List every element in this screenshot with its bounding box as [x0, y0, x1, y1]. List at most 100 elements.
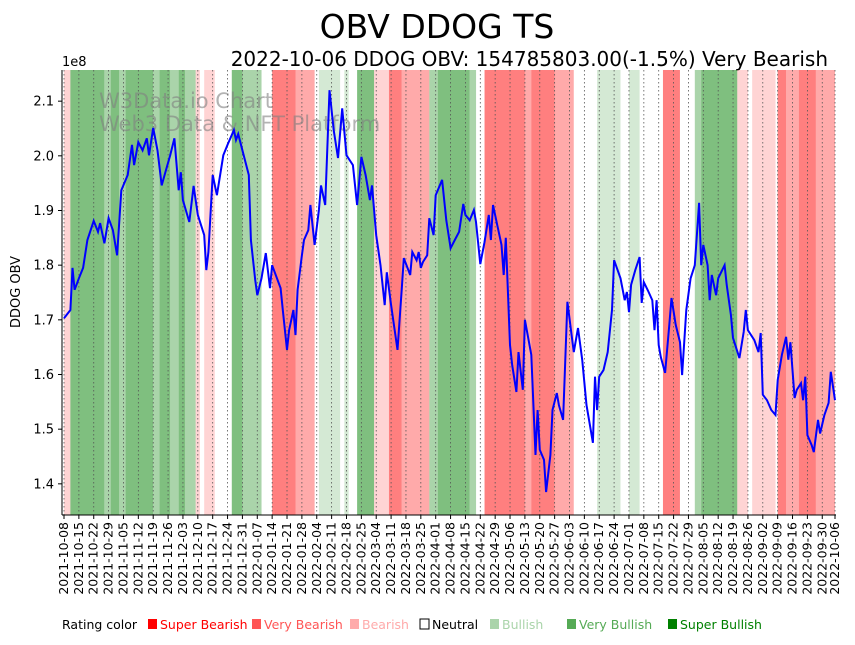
y-tick-label: 1.8	[33, 259, 54, 274]
rating-band	[318, 70, 341, 515]
x-tick-label: 2022-09-02	[755, 522, 770, 595]
rating-band	[242, 70, 262, 515]
legend-label: Bearish	[362, 617, 409, 632]
watermark-line-2: Web3 Data & NFT Platform	[99, 112, 380, 136]
legend-swatch	[252, 619, 261, 629]
x-tick-label: 2021-10-15	[71, 522, 86, 595]
rating-band	[737, 70, 748, 515]
rating-band	[694, 70, 702, 515]
x-tick-label: 2021-11-26	[160, 522, 175, 595]
rating-band	[815, 70, 835, 515]
rating-band	[554, 70, 574, 515]
rating-band	[110, 70, 120, 515]
x-tick-label: 2021-12-31	[234, 522, 249, 595]
x-tick-label: 2022-10-06	[827, 522, 842, 595]
x-tick-label: 2022-02-04	[309, 522, 324, 595]
rating-band	[469, 70, 477, 515]
legend-swatch	[350, 619, 359, 629]
rating-band	[231, 70, 243, 515]
rating-band	[388, 70, 402, 515]
rating-band	[662, 70, 680, 515]
x-tick-label: 2022-05-27	[547, 522, 562, 595]
legend-label: Very Bearish	[264, 617, 343, 632]
rating-band	[272, 70, 296, 515]
y-multiplier: 1e8	[62, 55, 87, 70]
x-tick-label: 2022-06-03	[562, 522, 577, 595]
rating-band	[119, 70, 126, 515]
rating-band	[295, 70, 315, 515]
rating-band	[798, 70, 816, 515]
x-tick-label: 2022-05-06	[502, 522, 517, 595]
x-tick-label: 2022-05-20	[532, 522, 547, 595]
x-tick-label: 2022-06-24	[606, 522, 621, 595]
x-tick-label: 2022-08-05	[695, 522, 710, 595]
legend-swatch	[148, 619, 157, 629]
rating-band	[159, 70, 171, 515]
x-tick-label: 2022-01-07	[249, 522, 264, 595]
x-tick-label: 2022-03-18	[398, 522, 413, 595]
rating-band	[204, 70, 215, 515]
x-tick-label: 2021-11-05	[115, 522, 130, 595]
rating-band	[701, 70, 738, 515]
y-tick-label: 1.6	[33, 368, 54, 383]
chart-title: OBV DDOG TS	[320, 7, 555, 46]
y-tick-label: 1.9	[33, 204, 54, 219]
x-tick-label: 2022-07-08	[636, 522, 651, 595]
x-tick-label: 2022-02-18	[338, 522, 353, 595]
x-tick-label: 2021-12-03	[175, 522, 190, 595]
x-tick-label: 2022-09-30	[814, 522, 829, 595]
x-tick-label: 2022-08-12	[710, 522, 725, 595]
x-tick-label: 2021-10-22	[86, 522, 101, 595]
legend-label: Super Bullish	[680, 617, 762, 632]
x-tick-label: 2022-04-29	[487, 522, 502, 595]
rating-band	[104, 70, 111, 515]
x-tick-label: 2022-09-16	[785, 522, 800, 595]
x-tick-label: 2022-01-21	[279, 522, 294, 595]
rating-band	[195, 70, 200, 515]
x-tick-label: 2022-07-22	[666, 522, 681, 595]
rating-band	[628, 70, 640, 515]
rating-band	[153, 70, 160, 515]
x-tick-label: 2022-04-01	[428, 522, 443, 595]
chart-subtitle: 2022-10-06 DDOG OBV: 154785803.00(-1.5%)…	[231, 47, 828, 71]
y-axis-label: DDOG OBV	[9, 256, 24, 328]
legend-swatch	[419, 618, 430, 630]
x-tick-label: 2022-09-23	[799, 522, 814, 595]
x-tick-label: 2022-02-11	[324, 522, 339, 595]
x-tick-label: 2022-06-10	[576, 522, 591, 595]
y-tick-label: 2.0	[33, 149, 54, 164]
x-tick-label: 2022-08-26	[740, 522, 755, 595]
legend: Rating color Super Bearish Very Bearish Bea…	[62, 617, 762, 632]
x-tick-label: 2022-08-19	[725, 522, 740, 595]
x-tick-label: 2022-03-04	[368, 522, 383, 595]
rating-band	[70, 70, 105, 515]
rating-band	[429, 70, 438, 515]
legend-swatch	[668, 619, 677, 629]
x-tick-label: 2022-07-29	[680, 522, 695, 595]
rating-band	[344, 70, 349, 515]
x-tick-label: 2022-07-01	[621, 522, 636, 595]
rating-band	[178, 70, 186, 515]
rating-band	[597, 70, 621, 515]
x-tick-label: 2021-10-08	[56, 522, 71, 595]
legend-label: Super Bearish	[160, 617, 248, 632]
watermark-line-1: W3Data.io Chart	[99, 89, 273, 113]
x-tick-label: 2022-05-13	[517, 522, 532, 595]
rating-band	[374, 70, 389, 515]
x-tick-label: 2021-12-24	[220, 522, 235, 595]
rating-band	[64, 70, 71, 515]
y-tick-label: 2.1	[33, 95, 54, 110]
legend-swatch	[567, 619, 576, 629]
legend-label: Neutral	[432, 617, 478, 632]
x-tick-label: 2021-11-19	[145, 522, 160, 595]
y-tick-label: 1.5	[33, 423, 54, 438]
x-tick-label: 2022-01-14	[264, 522, 279, 595]
x-tick-label: 2022-01-28	[294, 522, 309, 595]
x-tick-label: 2022-03-25	[413, 522, 428, 595]
x-tick-label: 2022-06-17	[591, 522, 606, 595]
rating-band	[752, 70, 776, 515]
x-tick-label: 2021-12-17	[205, 522, 220, 595]
x-tick-label: 2022-09-09	[770, 522, 785, 595]
x-tick-label: 2022-04-08	[443, 522, 458, 595]
